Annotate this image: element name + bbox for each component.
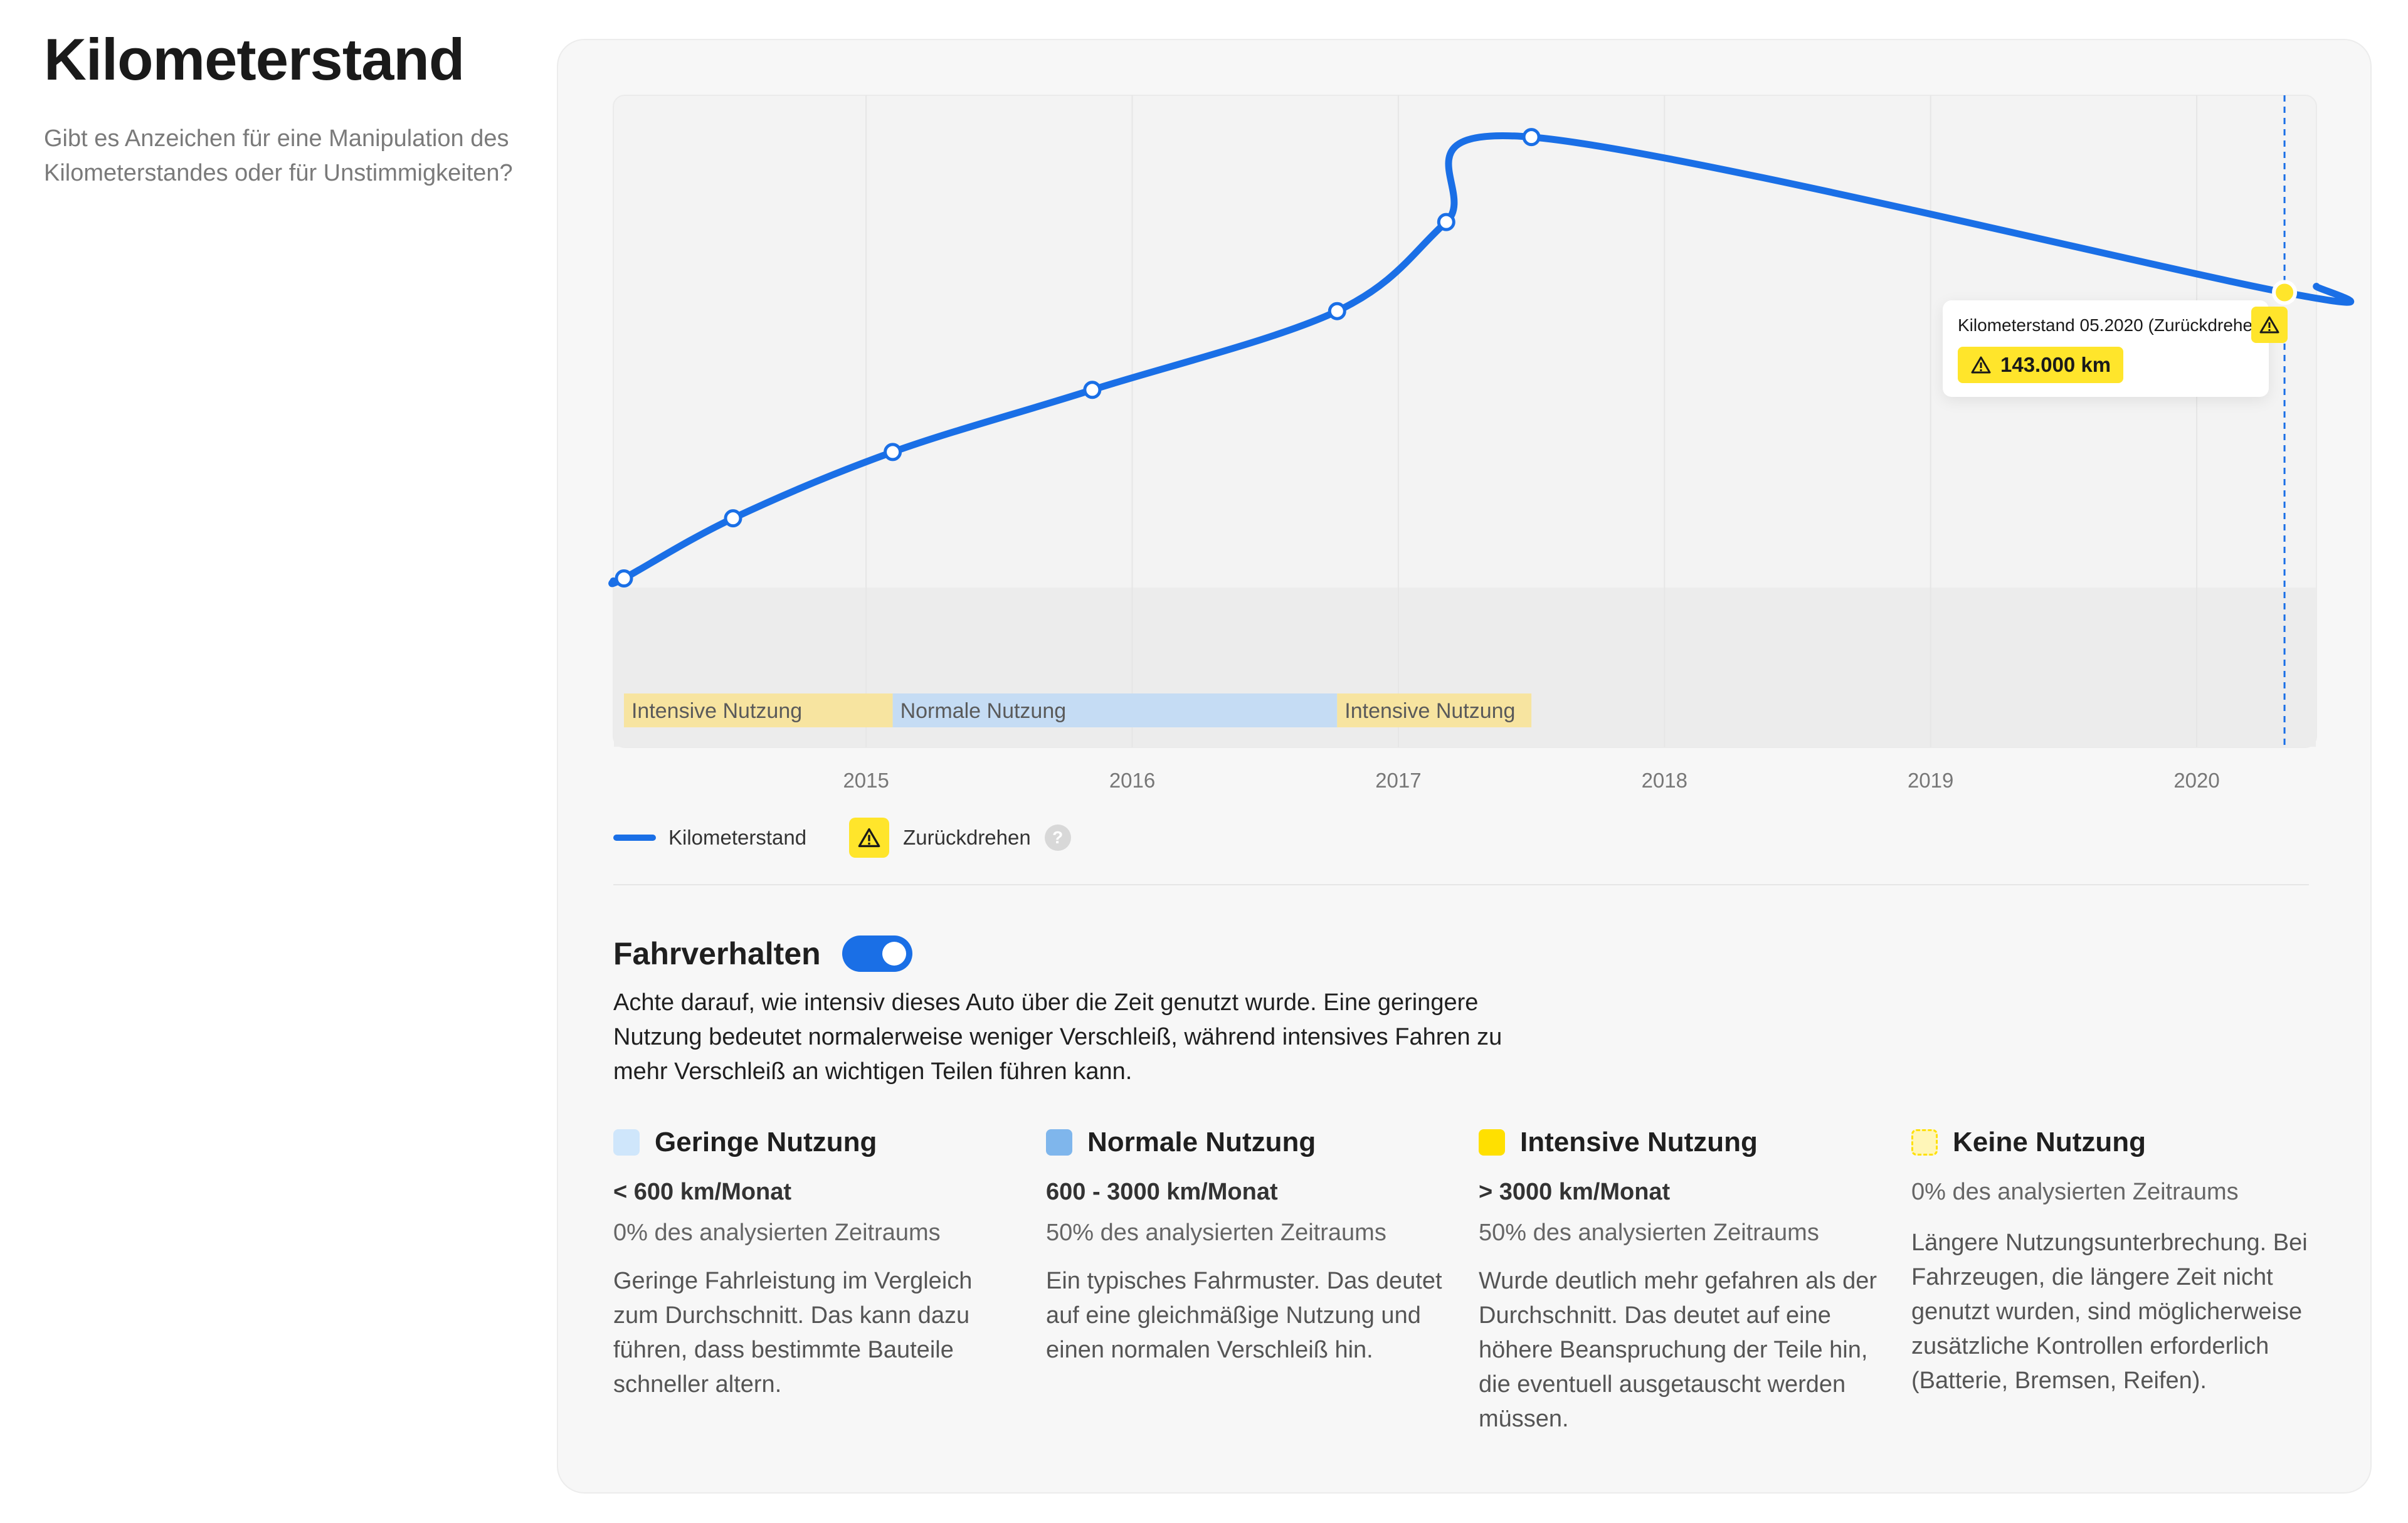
legend-mileage-label: Kilometerstand xyxy=(668,826,807,849)
highlight-point[interactable] xyxy=(2272,280,2298,305)
intro: Kilometerstand Gibt es Anzeichen für ein… xyxy=(44,25,520,191)
page-title: Kilometerstand xyxy=(44,26,465,92)
category-description: Geringe Fahrleistung im Vergleich zum Du… xyxy=(613,1268,973,1398)
data-point-4[interactable] xyxy=(1328,302,1346,320)
tooltip-value: 143.000 km xyxy=(2000,353,2111,376)
usage-band-2 xyxy=(1337,693,1532,727)
no-usage-swatch xyxy=(1911,1129,1938,1156)
data-point-1[interactable] xyxy=(724,509,742,528)
mileage-chart[interactable]: Intensive Nutzung Normale Nutzung Intensiv… xyxy=(558,40,2373,818)
toggle-knob xyxy=(882,942,906,966)
category-share: 50% des analysierten Zeitraums xyxy=(1046,1220,1386,1246)
warning-icon xyxy=(858,828,880,848)
category-range: > 3000 km/Monat xyxy=(1479,1179,1671,1205)
usage-band-label-2: Intensive Nutzung xyxy=(1344,699,1515,723)
chart-legend: Kilometerstand Zurückdrehen ? xyxy=(613,818,1071,858)
data-point-0[interactable] xyxy=(615,569,633,588)
category-title: Geringe Nutzung xyxy=(655,1127,877,1157)
legend-line-swatch xyxy=(613,835,656,841)
category-title: Normale Nutzung xyxy=(1087,1127,1316,1157)
series-line-kilometerstand xyxy=(608,132,2355,588)
usage-band-label-0: Intensive Nutzung xyxy=(631,699,802,723)
category-range: 600 - 3000 km/Monat xyxy=(1046,1179,1278,1205)
data-point-5[interactable] xyxy=(1437,213,1455,231)
data-point-3[interactable] xyxy=(1083,381,1102,399)
x-tick-label-2020: 2020 xyxy=(2173,769,2219,792)
x-tick-label-2019: 2019 xyxy=(1908,769,1953,792)
tooltip-warning-icon xyxy=(2251,307,2288,343)
category-description: Wurde deutlich mehr gefahren als der Dur… xyxy=(1479,1268,1877,1432)
section-title: Fahrverhalten xyxy=(613,936,821,971)
x-tick-label-2015: 2015 xyxy=(843,769,889,792)
category-description: Längere Nutzungsunterbrechung. Bei Fahrz… xyxy=(1911,1230,2308,1394)
warning-icon xyxy=(1971,356,1991,374)
category-share: 50% des analysierten Zeitraums xyxy=(1479,1220,1819,1246)
chart-tooltip: Kilometerstand 05.2020 (Zurückdrehen) 14… xyxy=(1943,300,2288,397)
driving-behavior-toggle[interactable] xyxy=(842,935,912,972)
page-subtitle: Gibt es Anzeichen für eine Manipulation … xyxy=(44,125,513,186)
category-description: Ein typisches Fahrmuster. Das deutet auf… xyxy=(1046,1268,1442,1363)
driving-behavior-header: Fahrverhalten xyxy=(613,935,912,972)
section-description: Achte darauf, wie intensiv dieses Auto ü… xyxy=(613,989,1502,1085)
category-intensive-usage: Intensive Nutzung > 3000 km/Monat 50% de… xyxy=(1479,1125,1880,1436)
divider xyxy=(613,884,2309,885)
category-range: < 600 km/Monat xyxy=(613,1179,792,1205)
intensive-usage-swatch xyxy=(1479,1129,1505,1156)
plot-area xyxy=(613,95,2317,748)
category-normal-usage: Normale Nutzung 600 - 3000 km/Monat 50% … xyxy=(1046,1125,1447,1368)
help-icon[interactable]: ? xyxy=(1044,825,1071,851)
category-low-usage: Geringe Nutzung < 600 km/Monat 0% des an… xyxy=(613,1125,1015,1402)
legend-rollback-label: Zurückdrehen xyxy=(903,826,1031,849)
category-share: 0% des analysierten Zeitraums xyxy=(1911,1179,2239,1205)
category-no-usage: Keine Nutzung 0% des analysierten Zeitra… xyxy=(1911,1125,2313,1398)
tooltip-value-badge: 143.000 km xyxy=(1958,347,2124,383)
usage-band-0 xyxy=(623,693,893,727)
x-tick-label-2016: 2016 xyxy=(1109,769,1155,792)
warning-icon xyxy=(2259,316,2279,334)
normal-usage-swatch xyxy=(1046,1129,1072,1156)
data-point-2[interactable] xyxy=(884,443,902,461)
x-tick-label-2017: 2017 xyxy=(1375,769,1421,792)
legend-warning-icon xyxy=(849,818,890,858)
usage-band-1 xyxy=(892,693,1338,727)
category-title: Intensive Nutzung xyxy=(1520,1127,1758,1157)
low-usage-swatch xyxy=(613,1129,640,1156)
data-point-6[interactable] xyxy=(1522,128,1541,147)
tooltip-title: Kilometerstand 05.2020 (Zurückdrehen) xyxy=(1958,315,2252,335)
x-tick-label-2018: 2018 xyxy=(1642,769,1687,792)
category-title: Keine Nutzung xyxy=(1953,1127,2146,1157)
usage-band-label-1: Normale Nutzung xyxy=(900,699,1067,723)
category-share: 0% des analysierten Zeitraums xyxy=(613,1220,941,1246)
mileage-card: Intensive Nutzung Normale Nutzung Intensiv… xyxy=(557,39,2372,1494)
